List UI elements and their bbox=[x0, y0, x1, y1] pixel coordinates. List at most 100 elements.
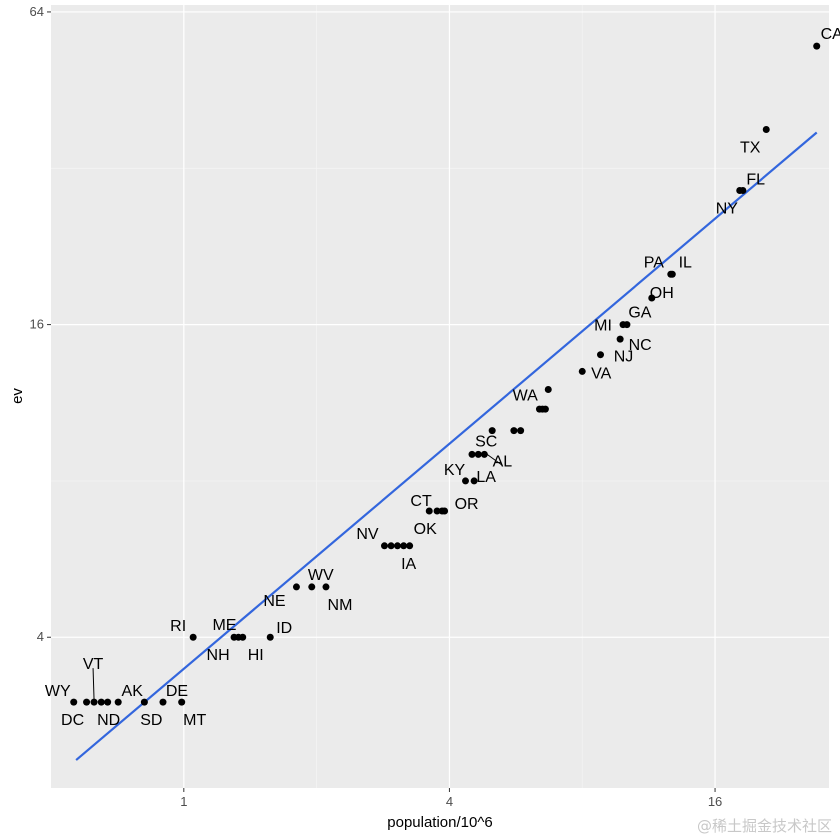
point-label: NC bbox=[629, 337, 652, 354]
point-label: OH bbox=[650, 285, 674, 302]
data-point bbox=[474, 450, 482, 458]
data-point bbox=[266, 633, 274, 641]
data-point bbox=[387, 542, 395, 550]
data-point bbox=[597, 351, 605, 359]
label-connector bbox=[92, 668, 95, 701]
data-point bbox=[308, 583, 316, 591]
point-label: NM bbox=[328, 597, 353, 614]
point-label: GA bbox=[628, 305, 651, 322]
data-point bbox=[441, 507, 449, 515]
point-label: WY bbox=[45, 683, 71, 700]
data-point bbox=[239, 633, 247, 641]
point-label: RI bbox=[170, 618, 186, 635]
data-point bbox=[762, 126, 770, 134]
watermark-text: @稀土掘金技术社区 bbox=[696, 817, 832, 835]
data-point bbox=[292, 583, 300, 591]
point-label: CA bbox=[821, 26, 840, 43]
data-point bbox=[739, 186, 747, 194]
data-point bbox=[114, 698, 122, 706]
x-tick-label: 4 bbox=[446, 794, 453, 809]
data-point bbox=[648, 294, 656, 302]
y-tick-label: 64 bbox=[30, 4, 44, 19]
data-point bbox=[189, 633, 197, 641]
point-label: TX bbox=[740, 140, 761, 157]
data-point bbox=[70, 698, 78, 706]
point-label: WA bbox=[513, 387, 539, 404]
point-label: NH bbox=[207, 647, 230, 664]
x-tick-label: 1 bbox=[180, 794, 187, 809]
data-point bbox=[616, 335, 624, 343]
data-point bbox=[544, 385, 552, 393]
point-label: IA bbox=[401, 556, 416, 573]
point-label: ID bbox=[276, 620, 292, 637]
plot-panel bbox=[51, 5, 829, 788]
point-label: OK bbox=[414, 521, 437, 538]
data-point bbox=[140, 698, 148, 706]
point-label: CT bbox=[410, 493, 432, 510]
data-point bbox=[468, 450, 476, 458]
point-label: KY bbox=[444, 462, 466, 479]
data-point bbox=[462, 477, 470, 485]
data-point bbox=[470, 477, 478, 485]
point-label: FL bbox=[746, 171, 765, 188]
point-label: NY bbox=[716, 200, 739, 217]
x-axis-title: population/10^6 bbox=[387, 814, 492, 831]
data-point bbox=[480, 450, 488, 458]
data-point bbox=[578, 367, 586, 375]
data-point bbox=[517, 427, 525, 435]
x-tick-label: 16 bbox=[708, 794, 722, 809]
point-label: NE bbox=[263, 593, 285, 610]
y-axis-title: ev bbox=[9, 388, 26, 404]
data-point bbox=[406, 542, 414, 550]
point-label: DC bbox=[61, 712, 84, 729]
data-point bbox=[425, 507, 433, 515]
data-point bbox=[380, 542, 388, 550]
data-point bbox=[104, 698, 112, 706]
grid-lines bbox=[51, 5, 829, 788]
point-label: MI bbox=[594, 318, 612, 335]
point-label: AK bbox=[122, 683, 144, 700]
data-point bbox=[90, 698, 98, 706]
fit-line bbox=[75, 131, 818, 761]
y-tick-label: 16 bbox=[30, 317, 44, 332]
data-point bbox=[667, 270, 675, 278]
y-tick-label: 4 bbox=[37, 629, 44, 644]
point-label: HI bbox=[248, 647, 264, 664]
point-label: ME bbox=[212, 617, 236, 634]
data-points bbox=[70, 42, 821, 706]
point-label: SC bbox=[475, 434, 497, 451]
axes: 1 4 16 4 16 64 bbox=[30, 4, 723, 809]
label-connector bbox=[484, 451, 503, 466]
data-point bbox=[535, 405, 543, 413]
point-label: VA bbox=[591, 365, 611, 382]
data-point bbox=[159, 698, 167, 706]
point-label: IL bbox=[679, 254, 692, 271]
point-label: NV bbox=[356, 526, 379, 543]
data-point bbox=[178, 698, 186, 706]
point-label: DE bbox=[166, 683, 188, 700]
data-point bbox=[322, 583, 330, 591]
point-label: WV bbox=[308, 567, 334, 584]
data-point bbox=[97, 698, 105, 706]
data-point bbox=[813, 42, 821, 50]
data-point bbox=[510, 427, 518, 435]
point-label: LA bbox=[476, 469, 496, 486]
fit-line-group bbox=[75, 131, 818, 761]
data-point bbox=[83, 698, 91, 706]
data-point bbox=[619, 321, 627, 329]
data-point bbox=[433, 507, 441, 515]
data-point bbox=[488, 427, 496, 435]
point-label: VT bbox=[83, 656, 104, 673]
point-label: OR bbox=[455, 496, 479, 513]
point-label: SD bbox=[140, 712, 162, 729]
data-point bbox=[400, 542, 408, 550]
point-label: NJ bbox=[614, 349, 634, 366]
point-label: ND bbox=[97, 712, 120, 729]
point-label: MT bbox=[183, 712, 206, 729]
point-label: AL bbox=[493, 453, 513, 470]
data-point bbox=[230, 633, 238, 641]
data-point bbox=[393, 542, 401, 550]
point-label: PA bbox=[644, 254, 664, 271]
